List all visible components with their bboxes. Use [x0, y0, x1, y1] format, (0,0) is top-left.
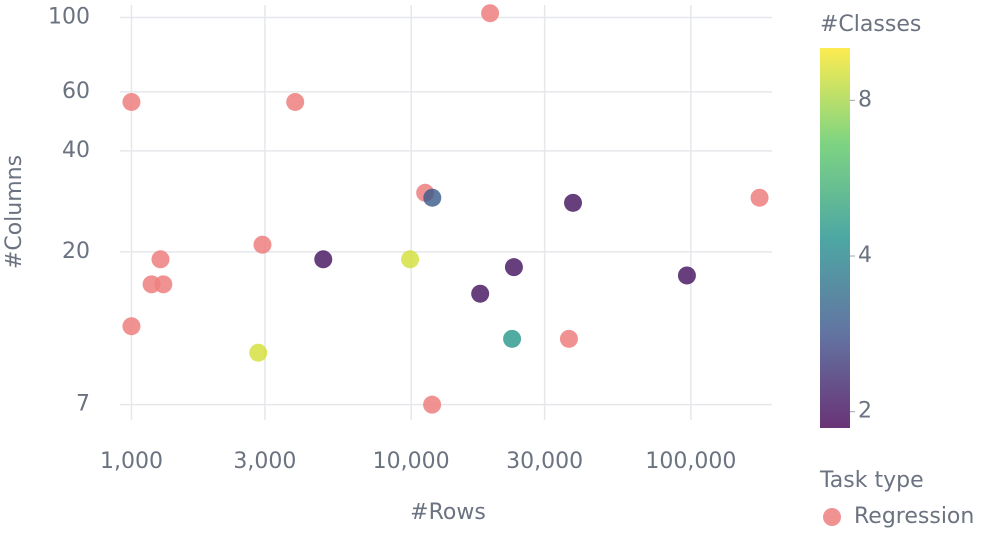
point — [154, 275, 173, 294]
point — [559, 329, 578, 348]
x-tick-label: 30,000 — [506, 449, 583, 474]
y-tick-label: 7 — [76, 392, 90, 417]
y-tick-label: 20 — [62, 239, 90, 264]
x-tick-label: 3,000 — [233, 449, 296, 474]
colorbar-tick-label: 8 — [858, 87, 872, 112]
point — [481, 4, 500, 23]
y-tick-label: 40 — [62, 138, 90, 163]
y-tick-label: 100 — [48, 5, 90, 30]
legend-title: Task type — [819, 468, 924, 493]
point — [564, 193, 583, 212]
point — [253, 235, 272, 254]
colorbar-tick-label: 2 — [858, 399, 872, 424]
point — [504, 258, 523, 277]
y-tick-label: 60 — [62, 79, 90, 104]
point — [314, 250, 333, 269]
point — [750, 188, 769, 207]
point — [122, 317, 141, 336]
point — [249, 343, 268, 362]
point — [471, 284, 490, 303]
point — [151, 250, 170, 269]
point — [122, 92, 141, 111]
y-axis-label: #Columns — [2, 155, 27, 269]
point — [401, 250, 420, 269]
point — [503, 329, 522, 348]
colorbar — [820, 48, 850, 428]
x-axis-label: #Rows — [410, 500, 486, 525]
point — [286, 92, 305, 111]
x-tick-label: 100,000 — [645, 449, 736, 474]
x-tick-label: 10,000 — [373, 449, 450, 474]
point — [423, 188, 442, 207]
colorbar-tick-label: 4 — [858, 243, 872, 268]
point — [677, 266, 696, 285]
legend-marker — [823, 508, 841, 526]
legend-label: Regression — [854, 504, 974, 529]
colorbar-title: #Classes — [820, 12, 921, 37]
point — [423, 395, 442, 414]
x-tick-label: 1,000 — [100, 449, 163, 474]
